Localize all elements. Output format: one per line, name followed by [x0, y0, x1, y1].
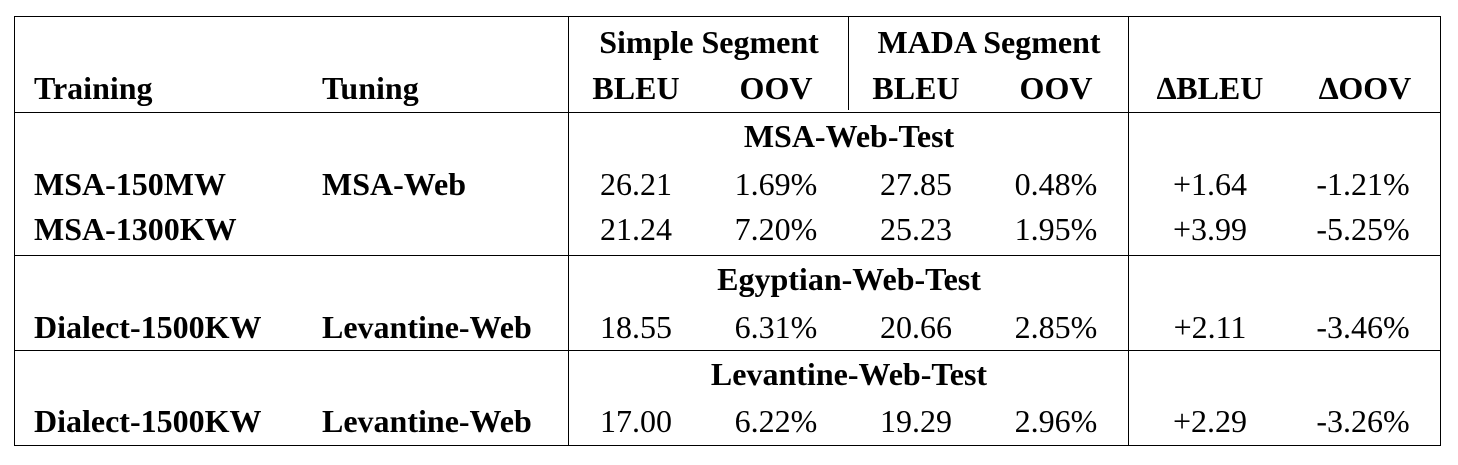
row-mada-bleu: 20.66: [880, 309, 952, 345]
section-title-msa: MSA-Web-Test: [743, 118, 955, 154]
results-table: [14, 16, 1441, 446]
row-mada-oov: 1.95%: [1014, 211, 1098, 247]
row-simple-oov: 1.69%: [734, 166, 818, 202]
row-mada-oov: 2.96%: [1014, 403, 1098, 439]
section-title-levantine: Levantine-Web-Test: [710, 356, 988, 392]
row-delta-bleu: +1.64: [1172, 166, 1248, 202]
row-delta-oov: -5.25%: [1316, 211, 1410, 247]
row-delta-bleu: +3.99: [1172, 211, 1248, 247]
row-training: MSA-1300KW: [34, 211, 237, 247]
header-divider: [14, 112, 1441, 113]
row-simple-bleu: 26.21: [600, 166, 672, 202]
row-simple-bleu: 21.24: [600, 211, 672, 247]
header-mada-segment: MADA Segment: [877, 24, 1101, 60]
header-simple-segment: Simple Segment: [599, 24, 819, 60]
header-simple-oov: OOV: [739, 70, 813, 106]
section-divider-2: [14, 350, 1441, 351]
row-mada-bleu: 19.29: [880, 403, 952, 439]
section-divider-1: [14, 255, 1441, 256]
row-tuning: Levantine-Web: [322, 309, 532, 345]
column-divider-mada: [848, 16, 849, 110]
row-delta-oov: -3.46%: [1316, 309, 1410, 345]
header-delta-oov: ∆OOV: [1318, 70, 1412, 106]
header-mada-oov: OOV: [1019, 70, 1093, 106]
row-simple-oov: 6.31%: [734, 309, 818, 345]
row-delta-bleu: +2.11: [1173, 309, 1247, 345]
row-simple-bleu: 17.00: [600, 403, 672, 439]
row-training: MSA-150MW: [34, 166, 226, 202]
row-tuning: MSA-Web: [322, 166, 466, 202]
column-divider-left: [568, 16, 569, 446]
row-simple-bleu: 18.55: [600, 309, 672, 345]
header-mada-bleu: BLEU: [872, 70, 960, 106]
header-simple-bleu: BLEU: [592, 70, 680, 106]
row-mada-oov: 0.48%: [1014, 166, 1098, 202]
row-training: Dialect-1500KW: [34, 403, 262, 439]
row-mada-bleu: 27.85: [880, 166, 952, 202]
row-delta-bleu: +2.29: [1172, 403, 1248, 439]
row-simple-oov: 6.22%: [734, 403, 818, 439]
row-simple-oov: 7.20%: [734, 211, 818, 247]
row-delta-oov: -3.26%: [1316, 403, 1410, 439]
header-training: Training: [34, 70, 153, 106]
row-tuning: Levantine-Web: [322, 403, 532, 439]
section-title-egyptian: Egyptian-Web-Test: [717, 261, 981, 297]
column-divider-right: [1128, 16, 1129, 446]
header-tuning: Tuning: [322, 70, 419, 106]
row-training: Dialect-1500KW: [34, 309, 262, 345]
header-delta-bleu: ∆BLEU: [1156, 70, 1264, 106]
row-mada-bleu: 25.23: [880, 211, 952, 247]
row-mada-oov: 2.85%: [1014, 309, 1098, 345]
row-delta-oov: -1.21%: [1316, 166, 1410, 202]
